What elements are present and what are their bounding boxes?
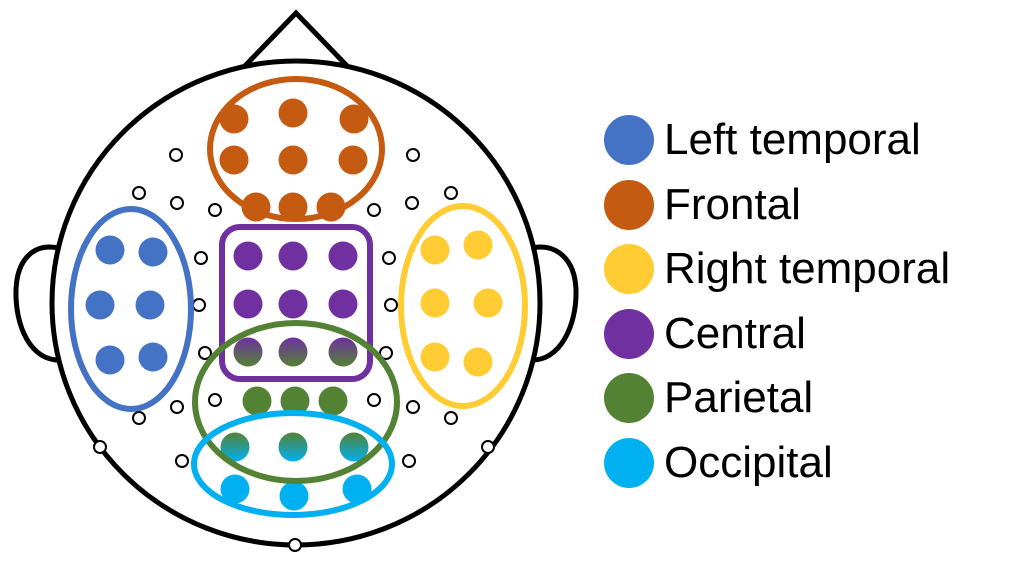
central-electrode bbox=[328, 241, 358, 271]
left-temporal-electrode bbox=[138, 237, 168, 267]
legend-label-frontal: Frontal bbox=[664, 179, 801, 229]
left-temporal-electrode bbox=[95, 345, 125, 375]
electrode bbox=[194, 251, 208, 265]
legend-swatch-frontal bbox=[604, 179, 654, 230]
left-ear-icon bbox=[13, 244, 63, 363]
right-temporal-electrode bbox=[473, 288, 503, 318]
frontal-electrode bbox=[219, 145, 249, 175]
frontal-electrode bbox=[278, 98, 308, 128]
electrode bbox=[406, 400, 420, 414]
frontal-electrode bbox=[339, 104, 369, 134]
legend: Left temporal Frontal Right temporal Cen… bbox=[604, 108, 950, 495]
legend-label-occipital: Occipital bbox=[664, 437, 833, 487]
legend-swatch-central bbox=[604, 308, 654, 359]
right-temporal-electrode bbox=[420, 288, 450, 318]
legend-item-left-temporal: Left temporal bbox=[604, 108, 950, 173]
frontal-electrode bbox=[278, 145, 308, 175]
left-temporal-electrode bbox=[85, 290, 115, 320]
electrode bbox=[367, 203, 381, 217]
electrode bbox=[192, 298, 206, 312]
parietal-electrodes bbox=[242, 386, 348, 416]
occipital-electrode bbox=[220, 474, 250, 504]
right-temporal-electrode bbox=[463, 230, 493, 260]
parietal-occipital-electrode bbox=[339, 432, 369, 462]
electrode bbox=[169, 148, 183, 162]
legend-item-central: Central bbox=[604, 302, 950, 367]
frontal-region-outline bbox=[207, 76, 385, 222]
right-temporal-electrode bbox=[420, 235, 450, 265]
electrode bbox=[402, 454, 416, 468]
right-ear-icon bbox=[529, 244, 579, 363]
central-electrode bbox=[278, 241, 308, 271]
electrode bbox=[367, 393, 381, 407]
occipital-electrode bbox=[279, 481, 309, 511]
legend-swatch-parietal bbox=[604, 373, 654, 424]
legend-label-right-temporal: Right temporal bbox=[664, 244, 951, 294]
electrode bbox=[198, 346, 212, 360]
frontal-electrode bbox=[278, 192, 308, 222]
electrode bbox=[93, 440, 107, 454]
central-parietal-electrode bbox=[278, 337, 308, 367]
electrode bbox=[405, 196, 419, 210]
legend-label-central: Central bbox=[664, 308, 806, 358]
electrode bbox=[208, 393, 222, 407]
electrode bbox=[444, 411, 458, 425]
legend-label-left-temporal: Left temporal bbox=[664, 115, 921, 165]
electrode bbox=[175, 454, 189, 468]
legend-label-parietal: Parietal bbox=[664, 373, 814, 423]
frontal-electrodes bbox=[219, 98, 369, 222]
parietal-occipital-electrode bbox=[278, 432, 308, 462]
legend-item-occipital: Occipital bbox=[604, 431, 950, 496]
legend-swatch-occipital bbox=[604, 437, 654, 488]
legend-item-frontal: Frontal bbox=[604, 173, 950, 238]
central-parietal-electrode bbox=[233, 337, 263, 367]
electrode bbox=[382, 251, 396, 265]
central-electrode bbox=[278, 289, 308, 319]
head-outline bbox=[13, 9, 579, 548]
left-temporal-electrode bbox=[95, 235, 125, 265]
right-temporal-electrodes bbox=[420, 230, 503, 377]
electrode bbox=[481, 440, 495, 454]
electrode bbox=[170, 400, 184, 414]
right-temporal-electrode bbox=[463, 347, 493, 377]
electrode bbox=[170, 196, 184, 210]
nose-icon bbox=[239, 9, 353, 72]
electrode bbox=[132, 411, 146, 425]
shared-electrodes bbox=[220, 337, 369, 462]
electrode bbox=[288, 538, 302, 552]
parietal-region-outline bbox=[192, 320, 400, 484]
legend-item-parietal: Parietal bbox=[604, 366, 950, 431]
electrode bbox=[444, 186, 458, 200]
electrode bbox=[379, 346, 393, 360]
central-electrode bbox=[328, 289, 358, 319]
left-temporal-electrodes bbox=[85, 235, 168, 375]
central-parietal-electrode bbox=[328, 337, 358, 367]
parietal-electrode bbox=[280, 386, 310, 416]
electrode bbox=[384, 298, 398, 312]
electrode bbox=[132, 186, 146, 200]
right-temporal-region-outline bbox=[398, 203, 528, 409]
legend-swatch-right-temporal bbox=[604, 244, 654, 295]
parietal-electrode bbox=[242, 386, 272, 416]
central-electrodes bbox=[233, 241, 358, 319]
left-temporal-electrode bbox=[135, 290, 165, 320]
parietal-electrode bbox=[318, 386, 348, 416]
occipital-electrodes bbox=[220, 474, 372, 511]
frontal-electrode bbox=[338, 145, 368, 175]
electrode bbox=[208, 203, 222, 217]
legend-swatch-left-temporal bbox=[604, 115, 654, 166]
central-electrode bbox=[233, 241, 263, 271]
left-temporal-region-outline bbox=[68, 206, 194, 412]
left-temporal-electrode bbox=[138, 342, 168, 372]
legend-item-right-temporal: Right temporal bbox=[604, 237, 950, 302]
occipital-region-outline bbox=[191, 410, 395, 518]
right-temporal-electrode bbox=[420, 342, 450, 372]
parietal-occipital-electrode bbox=[220, 432, 250, 462]
central-region-outline bbox=[219, 224, 373, 382]
central-electrode bbox=[233, 289, 263, 319]
electrode bbox=[406, 148, 420, 162]
